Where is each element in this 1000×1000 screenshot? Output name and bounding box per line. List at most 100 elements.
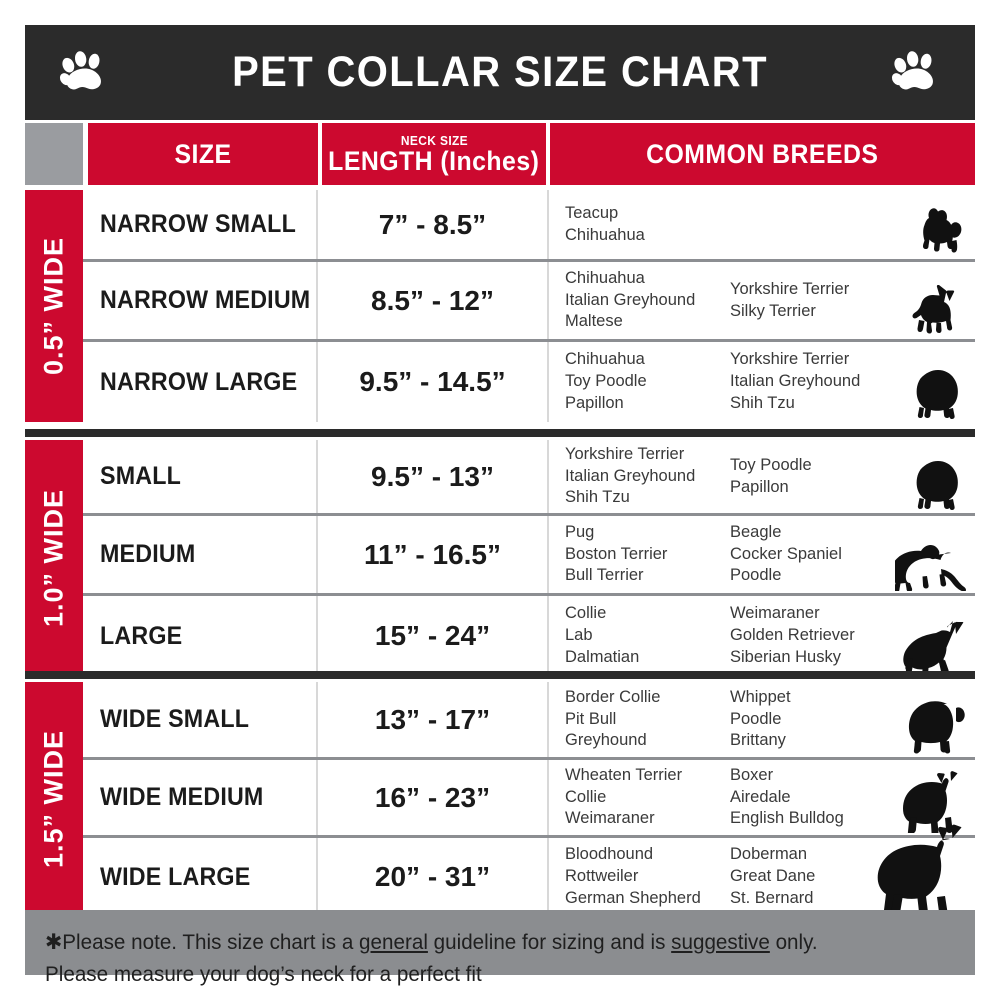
- breed-list-column-1: Chihuahua Italian Greyhound Maltese: [565, 268, 730, 334]
- header-size-label: SIZE: [174, 138, 232, 169]
- breed-name: Whippet: [730, 687, 791, 706]
- cell-size-name: WIDE SMALL: [83, 682, 318, 757]
- cell-neck-length: 11” - 16.5”: [318, 516, 549, 593]
- breed-list-column-2: Whippet Poodle Brittany: [730, 687, 880, 753]
- paw-print-icon: [887, 45, 945, 101]
- page-title: PET COLLAR SIZE CHART: [232, 48, 768, 96]
- breed-name: Poodle: [730, 709, 782, 728]
- breed-list-column-1: Bloodhound Rottweiler German Shepherd: [565, 844, 730, 910]
- section-rows: WIDE SMALL 13” - 17” Border Collie Pit Bull…: [83, 682, 975, 916]
- table-row[interactable]: NARROW SMALL 7” - 8.5” Teacup Chihuahua: [83, 190, 975, 262]
- breed-list-column-1: Chihuahua Toy Poodle Papillon: [565, 349, 730, 415]
- breed-name: English Bulldog: [730, 809, 844, 828]
- breed-list-column-2: Boxer Airedale English Bulldog: [730, 765, 880, 831]
- breed-name: Siberian Husky: [730, 647, 841, 666]
- breed-name: Maltese: [565, 312, 623, 331]
- breed-name: Wheaten Terrier: [565, 765, 683, 784]
- breed-name: Toy Poodle: [730, 455, 812, 474]
- section-width-label: 1.0” WIDE: [38, 488, 69, 628]
- breed-list-column-1: Border Collie Pit Bull Greyhound: [565, 687, 730, 753]
- footer-text-b: guideline for sizing and is: [427, 930, 672, 954]
- breed-name: Border Collie: [565, 687, 661, 706]
- breed-name: Pug: [565, 522, 595, 541]
- breed-name: German Shepherd: [565, 888, 701, 907]
- cell-common-breeds: Teacup Chihuahua: [549, 190, 975, 259]
- cell-common-breeds: Pug Boston Terrier Bull Terrier Beagle Cocke…: [549, 516, 975, 593]
- breed-name: Papillon: [565, 393, 624, 412]
- size-section-1: 0.5” WIDE NARROW SMALL 7” - 8.5” Teacup Chih…: [25, 190, 975, 422]
- size-name-text: LARGE: [100, 621, 183, 650]
- breed-name: Doberman: [730, 845, 808, 864]
- cell-neck-length: 9.5” - 14.5”: [318, 342, 549, 422]
- table-row[interactable]: WIDE SMALL 13” - 17” Border Collie Pit Bull…: [83, 682, 975, 760]
- cell-neck-length: 8.5” - 12”: [318, 262, 549, 339]
- breed-name: Yorkshire Terrier: [730, 279, 850, 298]
- cell-common-breeds: Yorkshire Terrier Italian Greyhound Shih T…: [549, 440, 975, 513]
- breed-list-column-2: Beagle Cocker Spaniel Poodle: [730, 522, 880, 588]
- footer-line-1: ✱Please note. This size chart is a gener…: [45, 926, 919, 958]
- breed-name: Chihuahua: [565, 350, 645, 369]
- breed-name: Shih Tzu: [565, 488, 630, 507]
- table-row[interactable]: SMALL 9.5” - 13” Yorkshire Terrier Italian …: [83, 440, 975, 516]
- cell-size-name: MEDIUM: [83, 516, 318, 593]
- cell-size-name: SMALL: [83, 440, 318, 513]
- table-row[interactable]: MEDIUM 11” - 16.5” Pug Boston Terrier Bull T…: [83, 516, 975, 596]
- breed-name: Lab: [565, 626, 593, 645]
- cell-neck-length: 7” - 8.5”: [318, 190, 549, 259]
- breed-name: Boston Terrier: [565, 544, 668, 563]
- breed-list-column-2: Weimaraner Golden Retriever Siberian Husky: [730, 603, 880, 669]
- cell-neck-length: 13” - 17”: [318, 682, 549, 757]
- table-row[interactable]: WIDE LARGE 20” - 31” Bloodhound Rottweiler G…: [83, 824, 975, 916]
- cell-common-breeds: Chihuahua Italian Greyhound Maltese Yorkshi…: [549, 262, 975, 339]
- breed-name: Toy Poodle: [565, 372, 647, 391]
- size-name-text: NARROW LARGE: [100, 367, 298, 396]
- section-width-bar: 0.5” WIDE: [25, 190, 83, 422]
- cell-neck-length: 16” - 23”: [318, 760, 549, 835]
- section-width-bar: 1.5” WIDE: [25, 682, 83, 916]
- section-width-bar: 1.0” WIDE: [25, 440, 83, 676]
- cell-size-name: NARROW MEDIUM: [83, 262, 318, 339]
- section-rows: NARROW SMALL 7” - 8.5” Teacup Chihuahua NARR…: [83, 190, 975, 422]
- section-separator-1: [25, 429, 975, 437]
- chart-title-bar: PET COLLAR SIZE CHART: [25, 25, 975, 120]
- footer-text-c: only.: [769, 930, 818, 954]
- cell-common-breeds: Border Collie Pit Bull Greyhound Whippet Poo…: [549, 682, 975, 757]
- breed-list-column-1: Wheaten Terrier Collie Weimaraner: [565, 765, 730, 831]
- cell-neck-length: 9.5” - 13”: [318, 440, 549, 513]
- breed-name: Collie: [565, 787, 607, 806]
- size-name-text: SMALL: [100, 462, 182, 490]
- breed-list-column-1: Yorkshire Terrier Italian Greyhound Shih T…: [565, 444, 730, 510]
- breed-name: Shih Tzu: [730, 393, 795, 412]
- section-width-label: 1.5” WIDE: [38, 729, 69, 869]
- breed-list-column-2: Doberman Great Dane St. Bernard: [730, 844, 880, 910]
- size-name-text: NARROW MEDIUM: [100, 286, 311, 314]
- section-separator-2: [25, 671, 975, 679]
- cell-neck-length: 20” - 31”: [318, 838, 549, 916]
- paw-print-icon: [55, 45, 113, 101]
- section-rows: SMALL 9.5” - 13” Yorkshire Terrier Italian …: [83, 440, 975, 676]
- cell-common-breeds: Collie Lab Dalmatian Weimaraner Golden Retri…: [549, 596, 975, 676]
- size-name-text: NARROW SMALL: [100, 210, 296, 238]
- breed-list-column-2: Yorkshire Terrier Silky Terrier: [730, 279, 880, 323]
- size-name-text: WIDE SMALL: [100, 705, 250, 733]
- header-length-sublabel: NECK SIZE: [400, 132, 468, 148]
- breed-list-column-1: Collie Lab Dalmatian: [565, 603, 730, 669]
- pet-collar-size-chart: PET COLLAR SIZE CHART SIZE NECK SIZE LEN…: [25, 25, 975, 986]
- cell-size-name: NARROW SMALL: [83, 190, 318, 259]
- breed-name: St. Bernard: [730, 888, 814, 907]
- breed-list-column-2: Yorkshire Terrier Italian Greyhound Shih T…: [730, 349, 880, 415]
- table-row[interactable]: LARGE 15” - 24” Collie Lab Dalmatian Weimaran…: [83, 596, 975, 676]
- table-row[interactable]: WIDE MEDIUM 16” - 23” Wheaten Terrier Colli…: [83, 760, 975, 838]
- breed-name: Yorkshire Terrier: [730, 350, 850, 369]
- table-row[interactable]: NARROW MEDIUM 8.5” - 12” Chihuahua Italian …: [83, 262, 975, 342]
- size-name-text: MEDIUM: [100, 540, 196, 568]
- breed-name: Cocker Spaniel: [730, 544, 842, 563]
- cell-size-name: WIDE LARGE: [83, 838, 318, 916]
- breed-name: Italian Greyhound: [565, 290, 696, 309]
- breed-name: Bull Terrier: [565, 566, 644, 585]
- footer-underline-suggestive: suggestive: [671, 930, 770, 954]
- table-row[interactable]: NARROW LARGE 9.5” - 14.5” Chihuahua Toy Poo…: [83, 342, 975, 422]
- cell-size-name: NARROW LARGE: [83, 342, 318, 422]
- header-breeds-label: COMMON BREEDS: [646, 138, 879, 169]
- cell-neck-length: 15” - 24”: [318, 596, 549, 676]
